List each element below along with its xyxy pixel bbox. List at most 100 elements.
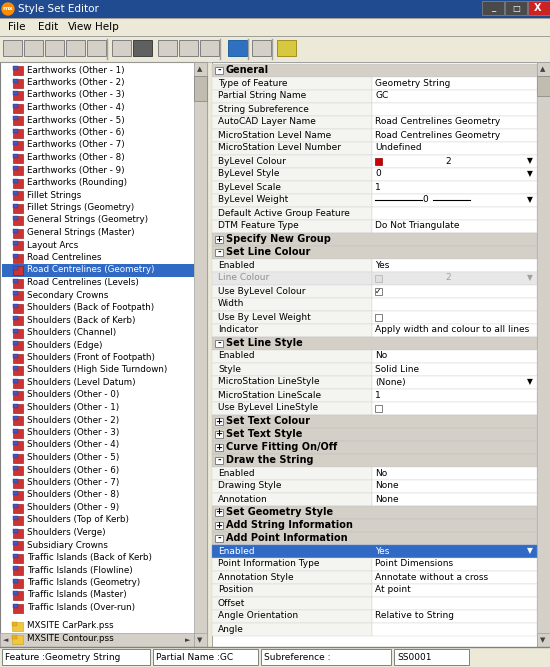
Text: _: _ — [491, 3, 495, 13]
Bar — [0, 18, 550, 36]
Text: Partial Name :GC: Partial Name :GC — [156, 652, 233, 662]
Bar — [212, 311, 372, 324]
Bar — [212, 389, 372, 402]
Bar — [13, 454, 18, 458]
Text: Feature :Geometry String: Feature :Geometry String — [5, 652, 120, 662]
Bar — [13, 428, 23, 438]
Text: Use By Level Weight: Use By Level Weight — [218, 313, 311, 321]
Text: Enabled: Enabled — [218, 546, 255, 556]
Bar — [13, 604, 18, 608]
Bar — [13, 166, 23, 175]
Bar — [13, 241, 18, 245]
Bar — [212, 363, 372, 376]
Bar — [13, 116, 18, 120]
Text: Shoulders (Other - 5): Shoulders (Other - 5) — [27, 453, 119, 462]
Bar — [13, 541, 23, 550]
Bar — [215, 535, 223, 542]
Bar — [375, 405, 382, 412]
Bar — [215, 67, 223, 74]
Bar — [13, 216, 23, 225]
Text: At point: At point — [375, 586, 411, 594]
Text: ▼: ▼ — [527, 273, 533, 283]
Text: SS0001: SS0001 — [397, 652, 432, 662]
Bar — [212, 129, 372, 142]
Text: None: None — [375, 482, 399, 490]
Text: Layout Arcs: Layout Arcs — [27, 241, 78, 249]
Text: Style Set Editor: Style Set Editor — [18, 4, 99, 14]
Bar — [2, 264, 194, 277]
Bar — [13, 291, 23, 300]
Bar — [212, 285, 372, 298]
Bar — [12, 634, 23, 644]
Text: Subsidiary Crowns: Subsidiary Crowns — [27, 540, 108, 550]
Bar — [13, 454, 23, 462]
Text: GC: GC — [375, 91, 388, 101]
Circle shape — [2, 3, 14, 15]
Text: +: + — [216, 508, 223, 516]
Text: Enabled: Enabled — [218, 261, 255, 269]
Bar — [212, 545, 537, 558]
Bar — [13, 316, 18, 320]
Bar — [13, 191, 18, 195]
Bar — [13, 441, 23, 450]
Bar — [13, 279, 18, 283]
Text: Shoulders (Back of Kerb): Shoulders (Back of Kerb) — [27, 315, 135, 325]
Bar — [179, 40, 198, 56]
Text: ByLevel Scale: ByLevel Scale — [218, 183, 281, 191]
Bar — [13, 378, 18, 382]
Text: ◄: ◄ — [3, 637, 8, 643]
Bar — [372, 116, 537, 129]
Bar — [13, 528, 18, 532]
Bar — [13, 541, 18, 545]
Bar — [212, 246, 537, 259]
Bar — [372, 90, 537, 103]
Bar — [13, 566, 23, 575]
Text: Add String Information: Add String Information — [226, 520, 353, 530]
Text: Earthworks (Other - 7): Earthworks (Other - 7) — [27, 141, 125, 149]
Bar — [212, 64, 537, 77]
Bar — [13, 253, 23, 263]
Text: String Subreference: String Subreference — [218, 105, 309, 113]
Text: Use ByLevel Colour: Use ByLevel Colour — [218, 287, 305, 295]
Bar — [372, 272, 537, 285]
Text: Road Centrelines: Road Centrelines — [27, 253, 102, 262]
Bar — [13, 303, 18, 307]
Bar — [13, 329, 23, 338]
Bar — [13, 91, 18, 95]
Bar — [372, 571, 537, 584]
Bar — [153, 649, 258, 665]
Bar — [528, 1, 550, 15]
Bar — [212, 402, 372, 415]
Text: Enabled: Enabled — [218, 352, 255, 360]
Text: Road Centrelines (Geometry): Road Centrelines (Geometry) — [27, 265, 155, 275]
Bar — [200, 40, 219, 56]
Text: ✓: ✓ — [375, 287, 382, 295]
Text: Line Colour: Line Colour — [218, 273, 270, 283]
Text: 1: 1 — [375, 183, 381, 191]
Bar — [372, 623, 537, 636]
Bar — [45, 40, 64, 56]
Text: 1: 1 — [375, 390, 381, 400]
Bar — [13, 216, 18, 220]
Bar — [212, 350, 372, 363]
Bar — [537, 76, 550, 96]
Bar — [24, 40, 43, 56]
Bar — [537, 633, 550, 647]
Bar — [13, 103, 23, 113]
Bar — [212, 155, 372, 168]
Bar — [13, 103, 18, 107]
Text: □: □ — [512, 3, 520, 13]
Bar — [13, 466, 23, 475]
Text: None: None — [375, 494, 399, 504]
Text: DTM Feature Type: DTM Feature Type — [218, 221, 299, 231]
Text: Shoulders (Level Datum): Shoulders (Level Datum) — [27, 378, 136, 387]
Bar — [372, 493, 537, 506]
Text: Shoulders (Back of Footpath): Shoulders (Back of Footpath) — [27, 303, 154, 312]
Bar — [215, 249, 223, 256]
Bar — [13, 203, 23, 213]
Bar — [482, 1, 504, 15]
Bar — [13, 79, 23, 87]
Text: Solid Line: Solid Line — [375, 364, 419, 374]
Text: Earthworks (Other - 5): Earthworks (Other - 5) — [27, 115, 125, 125]
Bar — [13, 528, 23, 538]
